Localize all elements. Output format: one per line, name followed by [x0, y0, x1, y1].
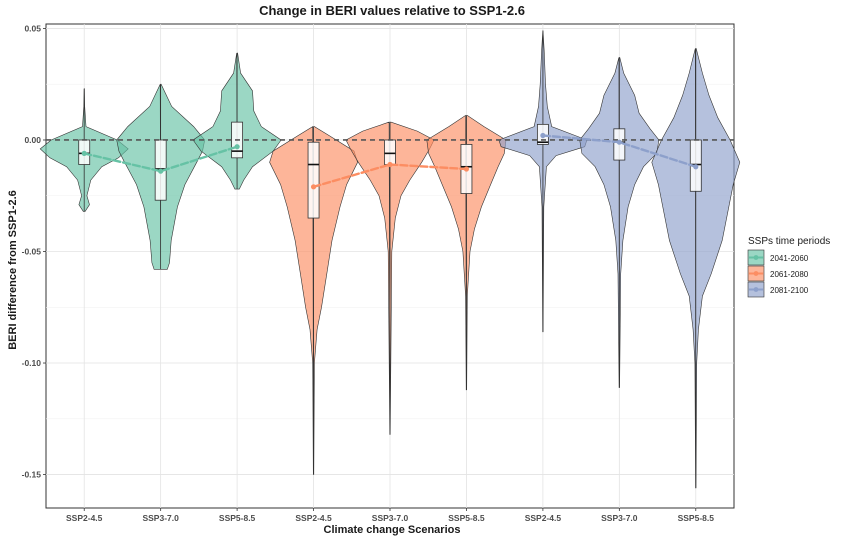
y-tick-label: -0.05: [22, 247, 42, 257]
mean-line-2041-2060: [83, 145, 239, 173]
legend-label: 2041-2060: [770, 254, 809, 263]
legend-label: 2061-2080: [770, 270, 809, 279]
legend-label: 2081-2100: [770, 286, 809, 295]
x-tick-label: SSP3-7.0: [372, 513, 409, 523]
mean-point: [693, 164, 699, 170]
mean-lines: [81, 132, 699, 190]
chart-title: Change in BERI values relative to SSP1-2…: [259, 3, 525, 18]
x-tick-label: SSP5-8.5: [448, 513, 485, 523]
x-tick-label: SSP2-4.5: [295, 513, 332, 523]
y-tick-label: 0.05: [24, 23, 41, 33]
y-axis-title: BERI difference from SSP1-2.6: [7, 190, 19, 350]
x-axis-ticks: SSP2-4.5 SSP3-7.0 SSP5-8.5 SSP2-4.5 SSP3-7.0…: [66, 508, 714, 523]
legend-key-point: [753, 287, 759, 292]
mean-point: [310, 184, 317, 190]
mean-point: [158, 168, 164, 174]
x-tick-label: SSP5-8.5: [678, 513, 715, 523]
mean-point: [616, 139, 622, 145]
x-tick-label: SSP3-7.0: [142, 513, 179, 523]
y-tick-label: -0.15: [22, 470, 42, 480]
y-tick-label: -0.10: [22, 358, 42, 368]
y-tick-label: 0.00: [24, 135, 41, 145]
legend-key-point: [753, 271, 759, 276]
legend-title: SSPs time periods: [748, 236, 830, 247]
legend-key-point: [753, 255, 759, 260]
boxplot-box: [384, 139, 396, 165]
x-tick-label: SSP2-4.5: [525, 513, 562, 523]
mean-point: [234, 144, 240, 150]
mean-point: [540, 132, 546, 139]
mean-point: [463, 166, 470, 172]
boxplot-box: [307, 141, 320, 219]
y-axis-ticks: 0.05 0.00 -0.05 -0.10 -0.15: [22, 23, 46, 480]
x-tick-label: SSP5-8.5: [219, 513, 256, 523]
mean-point: [81, 150, 87, 156]
x-tick-label: SSP2-4.5: [66, 513, 103, 523]
x-tick-label: SSP3-7.0: [601, 513, 638, 523]
legend: SSPs time periods 2041-2060 2061-2080 2081…: [747, 236, 830, 298]
violin-2041-2060-SSP5-8.5: [192, 52, 282, 190]
mean-point: [387, 161, 393, 168]
x-axis-title: Climate change Scenarios: [324, 524, 461, 536]
